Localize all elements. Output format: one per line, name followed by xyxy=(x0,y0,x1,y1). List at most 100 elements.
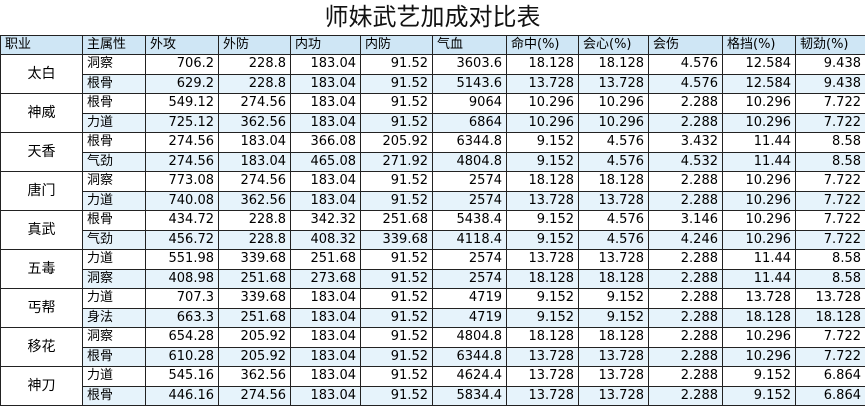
table-row: 神刀 力道 545.16 362.56 183.04 91.52 4624.4 13.728 1… xyxy=(0,366,865,406)
value-cell: 8.58 xyxy=(795,268,865,289)
value-cell: 13.728 xyxy=(506,249,579,270)
value-cell: 10.296 xyxy=(722,171,796,192)
value-cell: 91.52 xyxy=(360,268,433,289)
value-cell: 7.722 xyxy=(795,171,865,192)
header-cell: 内功 xyxy=(290,35,361,55)
value-cell: 251.68 xyxy=(218,268,291,289)
value-cell: 274.56 xyxy=(218,385,291,406)
value-cell: 7.722 xyxy=(795,190,865,211)
value-cell: 18.128 xyxy=(506,54,579,75)
table-row: 移花 洞察 654.28 205.92 183.04 91.52 4804.8 18.128 1… xyxy=(0,327,865,367)
value-cell: 4624.4 xyxy=(432,366,507,387)
table-row: 天香 根骨 274.56 183.04 366.08 205.92 6344.8 9.152 4… xyxy=(0,132,865,172)
value-cell: 10.296 xyxy=(722,112,796,133)
value-cell: 13.728 xyxy=(506,190,579,211)
value-cell: 13.728 xyxy=(578,366,649,387)
value-cell: 91.52 xyxy=(360,249,433,270)
value-cell: 339.68 xyxy=(218,249,291,270)
attribute-cell: 根骨 xyxy=(82,73,146,94)
value-cell: 13.728 xyxy=(506,346,579,367)
attribute-cell: 气劲 xyxy=(82,151,146,172)
value-cell: 13.728 xyxy=(578,249,649,270)
header-cell: 外攻 xyxy=(145,35,219,55)
value-cell: 228.8 xyxy=(218,229,291,250)
value-cell: 13.728 xyxy=(578,346,649,367)
header-cell: 命中(%) xyxy=(506,35,579,55)
attribute-cell: 洞察 xyxy=(82,171,146,192)
value-cell: 91.52 xyxy=(360,112,433,133)
value-cell: 551.98 xyxy=(145,249,219,270)
value-cell: 456.72 xyxy=(145,229,219,250)
header-cell: 内防 xyxy=(360,35,433,55)
value-cell: 408.32 xyxy=(290,229,361,250)
value-cell: 2.288 xyxy=(648,307,723,328)
value-cell: 91.52 xyxy=(360,385,433,406)
class-name: 移花 xyxy=(0,327,83,367)
value-cell: 4.576 xyxy=(578,210,649,231)
value-cell: 91.52 xyxy=(360,73,433,94)
class-name: 五毒 xyxy=(0,249,83,289)
class-name: 唐门 xyxy=(0,171,83,211)
value-cell: 205.92 xyxy=(218,346,291,367)
value-cell: 6344.8 xyxy=(432,132,507,153)
value-cell: 183.04 xyxy=(290,73,361,94)
header-cell: 会伤 xyxy=(648,35,723,55)
value-cell: 228.8 xyxy=(218,210,291,231)
value-cell: 251.68 xyxy=(360,210,433,231)
table-title: 师妹武艺加成对比表 xyxy=(324,3,541,31)
header-cell: 气血 xyxy=(432,35,507,55)
value-cell: 8.58 xyxy=(795,151,865,172)
value-cell: 9.152 xyxy=(506,229,579,250)
value-cell: 3603.6 xyxy=(432,54,507,75)
value-cell: 707.3 xyxy=(145,288,219,309)
value-cell: 4.576 xyxy=(648,73,723,94)
value-cell: 4804.8 xyxy=(432,151,507,172)
value-cell: 12.584 xyxy=(722,54,796,75)
value-cell: 183.04 xyxy=(290,346,361,367)
value-cell: 9.152 xyxy=(506,288,579,309)
attribute-cell: 根骨 xyxy=(82,385,146,406)
value-cell: 11.44 xyxy=(722,268,796,289)
value-cell: 273.68 xyxy=(290,268,361,289)
table-row: 真武 根骨 434.72 228.8 342.32 251.68 5438.4 9.152 4.… xyxy=(0,210,865,250)
value-cell: 13.728 xyxy=(578,73,649,94)
value-cell: 18.128 xyxy=(506,327,579,348)
value-cell: 2.288 xyxy=(648,112,723,133)
value-cell: 740.08 xyxy=(145,190,219,211)
value-cell: 18.128 xyxy=(795,307,865,328)
value-cell: 183.04 xyxy=(218,132,291,153)
value-cell: 4.532 xyxy=(648,151,723,172)
value-cell: 91.52 xyxy=(360,54,433,75)
value-cell: 549.12 xyxy=(145,93,219,114)
value-cell: 663.3 xyxy=(145,307,219,328)
value-cell: 91.52 xyxy=(360,190,433,211)
value-cell: 91.52 xyxy=(360,288,433,309)
table-row: 五毒 力道 551.98 339.68 251.68 91.52 2574 13.728 13.… xyxy=(0,249,865,289)
value-cell: 725.12 xyxy=(145,112,219,133)
value-cell: 7.722 xyxy=(795,112,865,133)
table-row: 身法 663.3 251.68 183.04 91.52 4719 9.152 9.152 2.… xyxy=(1,307,865,328)
value-cell: 11.44 xyxy=(722,132,796,153)
value-cell: 18.128 xyxy=(578,171,649,192)
value-cell: 4804.8 xyxy=(432,327,507,348)
value-cell: 446.16 xyxy=(145,385,219,406)
value-cell: 342.32 xyxy=(290,210,361,231)
value-cell: 9.438 xyxy=(795,54,865,75)
header-cell: 格挡(%) xyxy=(722,35,796,55)
table-row: 根骨 610.28 205.92 183.04 91.52 6344.8 13.728 13.… xyxy=(1,346,865,367)
value-cell: 545.16 xyxy=(145,366,219,387)
value-cell: 362.56 xyxy=(218,190,291,211)
value-cell: 228.8 xyxy=(218,54,291,75)
value-cell: 13.728 xyxy=(722,288,796,309)
value-cell: 7.722 xyxy=(795,229,865,250)
attribute-cell: 洞察 xyxy=(82,268,146,289)
value-cell: 274.56 xyxy=(145,151,219,172)
value-cell: 9.438 xyxy=(795,73,865,94)
value-cell: 2574 xyxy=(432,249,507,270)
value-cell: 91.52 xyxy=(360,346,433,367)
value-cell: 6344.8 xyxy=(432,346,507,367)
value-cell: 8.58 xyxy=(795,132,865,153)
value-cell: 9.152 xyxy=(722,385,796,406)
value-cell: 251.68 xyxy=(290,249,361,270)
